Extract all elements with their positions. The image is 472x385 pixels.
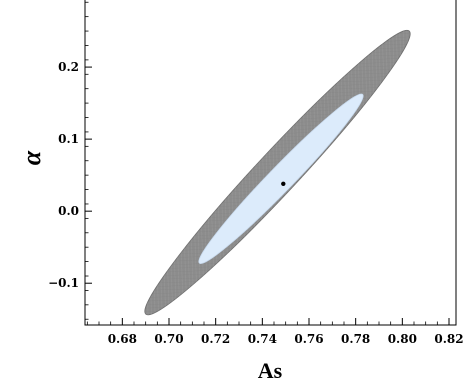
y-tick-label: 0.1 [58, 132, 79, 146]
x-tick-label: 0.78 [341, 332, 370, 346]
y-axis-title: α [17, 150, 46, 165]
x-axis-title: As [258, 358, 283, 383]
x-tick-label: 0.74 [248, 332, 277, 346]
y-tick-label: 0.2 [58, 60, 79, 74]
x-tick-label: 0.76 [294, 332, 323, 346]
x-tick-label: 0.72 [201, 332, 230, 346]
y-tick-label: 0.0 [58, 204, 79, 218]
inner-confidence-region [198, 93, 364, 264]
y-tick-label: 0.3 [58, 0, 79, 2]
x-tick-label: 0.70 [154, 332, 183, 346]
best-fit-point [281, 181, 286, 186]
y-tick-label: −0.1 [48, 276, 79, 290]
plot-frame [84, 0, 457, 326]
x-tick-label: 0.82 [434, 332, 463, 346]
x-tick-label: 0.68 [108, 332, 137, 346]
x-tick-label: 0.80 [388, 332, 417, 346]
